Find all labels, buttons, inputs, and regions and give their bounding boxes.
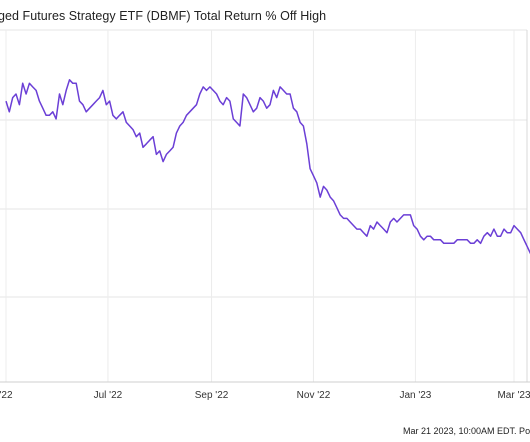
vertical-gridlines bbox=[5, 30, 515, 382]
x-tick-label-1: Jul '22 bbox=[94, 390, 123, 401]
x-tick-label-2: Sep '22 bbox=[195, 390, 229, 401]
chart-title: ged Futures Strategy ETF (DBMF) Total Re… bbox=[0, 9, 327, 23]
horizontal-gridlines bbox=[0, 29, 527, 298]
x-tick-label-4: Jan '23 bbox=[399, 390, 431, 401]
x-tick-label-5: Mar '23 bbox=[497, 390, 530, 401]
footer-timestamp: Mar 21 2023, 10:00AM EDT. Powere bbox=[403, 426, 530, 436]
x-tick-label-3: Nov '22 bbox=[297, 390, 331, 401]
x-tick-label-0: '22 bbox=[0, 390, 13, 401]
series-line-dbmf bbox=[5, 79, 530, 255]
x-tick-labels: '22 Jul '22 Sep '22 Nov '22 Jan '23 Mar '23 bbox=[0, 390, 530, 401]
